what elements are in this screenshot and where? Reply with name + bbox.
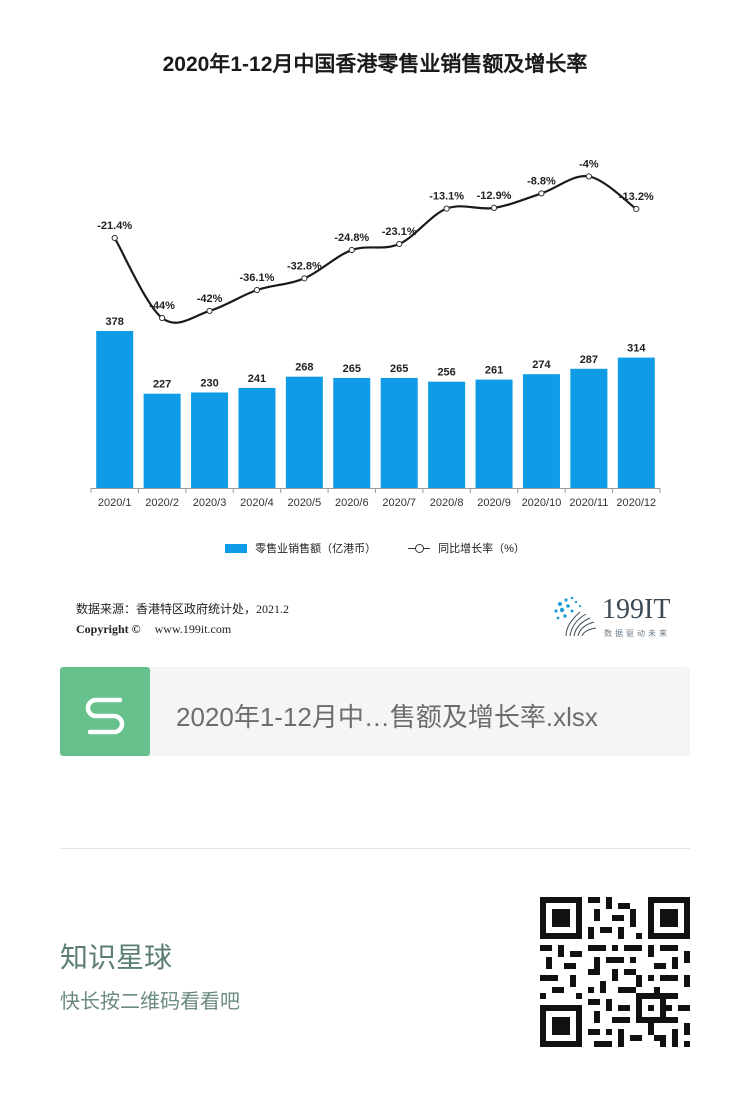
line-value-label: -8.8% [527, 175, 556, 187]
spreadsheet-file-icon [60, 667, 150, 756]
line-value-label: -44% [149, 300, 175, 312]
x-tick-label: 2020/5 [288, 497, 322, 509]
line-point [538, 190, 545, 197]
growth-rate-line [113, 175, 637, 324]
bar [570, 368, 608, 488]
bar-value-label: 265 [390, 363, 408, 375]
line-value-label: -24.8% [334, 232, 369, 244]
bar [522, 374, 560, 488]
x-tick-label: 2020/4 [240, 497, 274, 509]
x-tick-label: 2020/2 [145, 497, 179, 509]
line-value-label: -21.4% [97, 220, 132, 232]
chart: 378 2020/1 227 2020/2 230 2020/3 241 2020/4 268 2… [90, 158, 661, 509]
x-tick-label: 2020/3 [193, 497, 227, 509]
copyright-url: www.199it.com [154, 622, 232, 636]
line-point [301, 275, 308, 282]
line-point [490, 204, 498, 212]
line-point [159, 314, 166, 322]
bar [191, 392, 229, 488]
x-tick-label: 2020/9 [477, 497, 511, 509]
legend-bar-label: 零售业销售额（亿港币） [255, 543, 377, 555]
planet-title: 知识星球 [60, 942, 173, 973]
qr-code-icon[interactable] [540, 897, 690, 1047]
x-tick-label: 2020/6 [335, 497, 369, 509]
brand-logo: 199IT 数据驱动未来 [552, 594, 702, 638]
planet-subtitle: 快长按二维码看看吧 [60, 991, 240, 1013]
line-value-label: -32.8% [287, 260, 322, 272]
line-value-label: -23.1% [382, 226, 417, 238]
divider [60, 848, 690, 849]
x-tick-label: 2020/10 [522, 497, 562, 509]
x-tick-label: 2020/8 [430, 497, 464, 509]
legend-line-label: 同比增长率（%） [438, 543, 525, 555]
bar-value-label: 378 [106, 316, 124, 328]
line-value-label: -36.1% [240, 272, 275, 284]
bar-value-label: 230 [200, 377, 218, 389]
line-value-label: -13.2% [619, 191, 654, 203]
bar-value-label: 227 [153, 379, 171, 391]
chart-title: 2020年1-12月中国香港零售业销售额及增长率 [162, 53, 588, 76]
x-tick-label: 2020/11 [569, 497, 608, 509]
x-tick-label: 2020/12 [616, 497, 656, 509]
bar [143, 393, 181, 488]
line-point [253, 286, 261, 294]
bar-value-label: 241 [248, 373, 266, 385]
copyright: Copyright © www.199it.com [76, 622, 231, 637]
line-point [111, 234, 118, 242]
line-point [585, 173, 592, 180]
line-point [443, 205, 450, 212]
legend-bar-swatch [225, 543, 248, 553]
bar [96, 331, 134, 488]
line-point [206, 307, 213, 315]
line-value-label: -42% [197, 293, 223, 305]
bar [428, 381, 466, 488]
bar [285, 376, 323, 488]
legend-line-swatch [408, 543, 431, 553]
logo-text: 199IT [602, 594, 671, 625]
file-name: 2020年1-12月中…售额及增长率.xlsx [176, 702, 598, 732]
line-value-label: -13.1% [429, 191, 464, 203]
bar [238, 387, 276, 488]
bar [617, 357, 655, 488]
file-attachment-card[interactable]: 2020年1-12月中…售额及增长率.xlsx [60, 667, 690, 756]
logo-tagline: 数据驱动未来 [604, 629, 670, 638]
legend: 零售业销售额（亿港币） 同比增长率（%） [0, 540, 750, 556]
bar-value-label: 265 [343, 363, 361, 375]
bar [380, 377, 418, 488]
data-source: 数据来源：香港特区政府统计处，2021.2 [76, 602, 290, 616]
copyright-label: Copyright © [76, 622, 141, 636]
bar-value-label: 256 [437, 367, 455, 379]
line-point [633, 205, 640, 213]
line-value-label: -12.9% [477, 190, 512, 202]
line-point [396, 240, 403, 248]
x-tick-label: 2020/1 [98, 497, 132, 509]
line-point [348, 246, 355, 254]
bar [333, 377, 371, 488]
x-tick-label: 2020/7 [382, 497, 416, 509]
bar-value-label: 287 [580, 354, 598, 366]
bar-value-label: 274 [532, 359, 551, 371]
bar-value-label: 268 [295, 362, 313, 374]
bar-value-label: 261 [485, 365, 503, 377]
line-value-label: -4% [579, 158, 599, 170]
logo-burst-icon [554, 596, 597, 637]
bar [475, 379, 513, 488]
bar-value-label: 314 [627, 343, 646, 355]
